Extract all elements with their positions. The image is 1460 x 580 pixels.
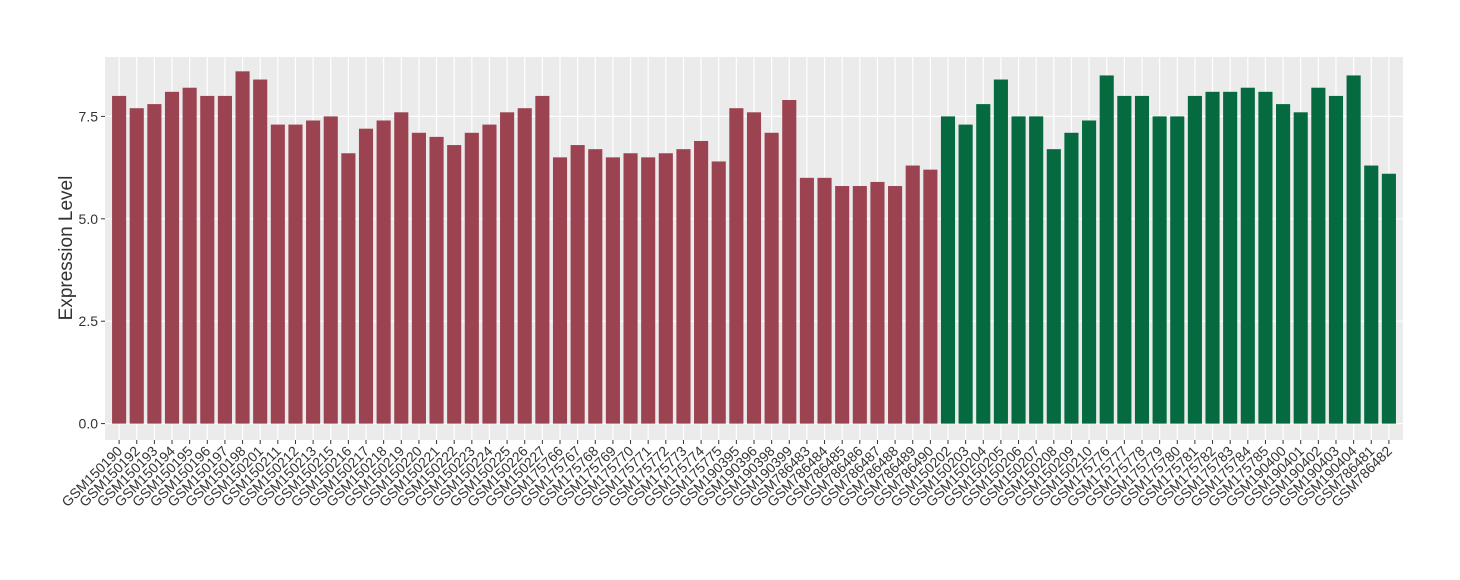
bar [358, 128, 374, 424]
bar [888, 186, 903, 424]
bar [394, 112, 409, 424]
bar [1276, 104, 1291, 424]
bar [852, 186, 867, 424]
bar [341, 153, 356, 424]
bar [1187, 95, 1202, 424]
bar [1152, 116, 1167, 424]
bar [1046, 149, 1061, 424]
y-tick-label: 2.5 [79, 313, 99, 329]
bar [976, 104, 991, 424]
bar [870, 181, 885, 424]
bar [940, 116, 956, 424]
bar [1381, 173, 1396, 424]
bar [1364, 165, 1379, 424]
bar [782, 100, 797, 424]
bar [552, 157, 568, 424]
bar [464, 132, 479, 424]
bar [1311, 87, 1326, 424]
bar [570, 145, 585, 424]
bar [641, 157, 656, 424]
bar [923, 169, 938, 424]
bar [1117, 95, 1132, 424]
y-axis-label: Expression Level [56, 176, 77, 321]
bar [588, 149, 603, 424]
bar [1064, 132, 1079, 424]
bar [1205, 91, 1220, 424]
bar [376, 120, 391, 424]
bar [500, 112, 515, 424]
bar [253, 79, 268, 424]
bar [1293, 112, 1308, 424]
bar [835, 186, 850, 424]
bar [694, 140, 709, 424]
bar [270, 124, 285, 424]
bar [711, 161, 726, 424]
bar [746, 112, 762, 424]
bar [1328, 95, 1344, 424]
bar [1240, 87, 1255, 424]
bar [323, 116, 338, 424]
bar [235, 71, 250, 424]
y-tick-label: 0.0 [79, 416, 99, 432]
bar [905, 165, 920, 424]
bar [623, 153, 638, 424]
bar [729, 108, 744, 424]
bar [411, 132, 426, 424]
bar [288, 124, 303, 424]
bar [676, 149, 691, 424]
bar [1258, 91, 1273, 424]
y-tick-label: 5.0 [79, 211, 99, 227]
bar [147, 104, 162, 424]
bar [517, 108, 532, 424]
bar [605, 157, 620, 424]
bar [958, 124, 973, 424]
bar [482, 124, 497, 424]
bar [429, 136, 444, 424]
bar [799, 177, 814, 424]
bar [447, 145, 462, 424]
bar [129, 108, 144, 424]
bar [764, 132, 779, 424]
bar [1346, 75, 1361, 424]
y-tick-label: 7.5 [79, 108, 99, 124]
bar [1099, 75, 1114, 424]
bar [1029, 116, 1044, 424]
bar [217, 95, 232, 424]
bar [1134, 95, 1150, 424]
bar [200, 95, 215, 424]
bar [535, 95, 550, 424]
bar [112, 95, 127, 424]
bar [164, 91, 180, 424]
bar [1170, 116, 1185, 424]
bar [1082, 120, 1097, 424]
bar [306, 120, 321, 424]
bar [817, 177, 832, 424]
bar [658, 153, 673, 424]
bar [993, 79, 1008, 424]
bar [182, 87, 197, 424]
bar [1011, 116, 1026, 424]
bar [1223, 91, 1238, 424]
